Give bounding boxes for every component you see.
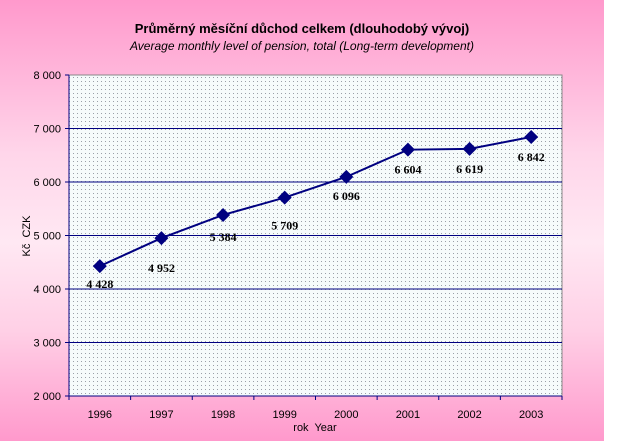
x-tick-label: 1999 — [272, 409, 296, 421]
x-tick-label: 2003 — [519, 409, 543, 421]
x-tick-label: 1997 — [149, 409, 173, 421]
x-tick-label: 1998 — [211, 409, 235, 421]
data-label: 4 428 — [86, 277, 113, 291]
x-tick-label: 2000 — [334, 409, 358, 421]
chart-title: Průměrný měsíční důchod celkem (dlouhodo… — [134, 21, 470, 36]
x-tick-label: 2002 — [457, 409, 481, 421]
y-tick-label: 4 000 — [33, 284, 61, 296]
y-tick-label: 5 000 — [33, 231, 61, 243]
data-point-marker — [216, 207, 231, 222]
data-point-marker — [277, 190, 292, 205]
data-label: 6 842 — [518, 150, 545, 164]
x-tick-label: 2001 — [396, 409, 420, 421]
data-label: 5 384 — [210, 230, 237, 244]
y-tick-label: 2 000 — [33, 391, 61, 403]
data-label: 6 604 — [394, 163, 421, 177]
data-point-marker — [339, 169, 354, 184]
y-tick-label: 8 000 — [33, 70, 61, 82]
data-point-marker — [154, 231, 169, 246]
data-point-marker — [524, 129, 539, 144]
y-tick-label: 6 000 — [33, 177, 61, 189]
series-line — [99, 135, 532, 268]
data-label: 4 952 — [148, 261, 175, 275]
data-point-marker — [92, 259, 107, 274]
chart-subtitle: Average monthly level of pension, total … — [130, 39, 474, 53]
data-point-marker — [400, 142, 415, 157]
data-point-marker — [462, 141, 477, 156]
y-tick-label: 7 000 — [33, 124, 61, 136]
y-axis-label: Kč CZK — [21, 215, 33, 257]
x-tick-label: 1996 — [88, 409, 112, 421]
y-tick-label: 3 000 — [33, 338, 61, 350]
data-label: 6 619 — [456, 162, 483, 176]
data-label: 6 096 — [333, 189, 360, 203]
data-label: 5 709 — [271, 219, 298, 233]
x-axis-label: rok Year — [293, 422, 337, 434]
